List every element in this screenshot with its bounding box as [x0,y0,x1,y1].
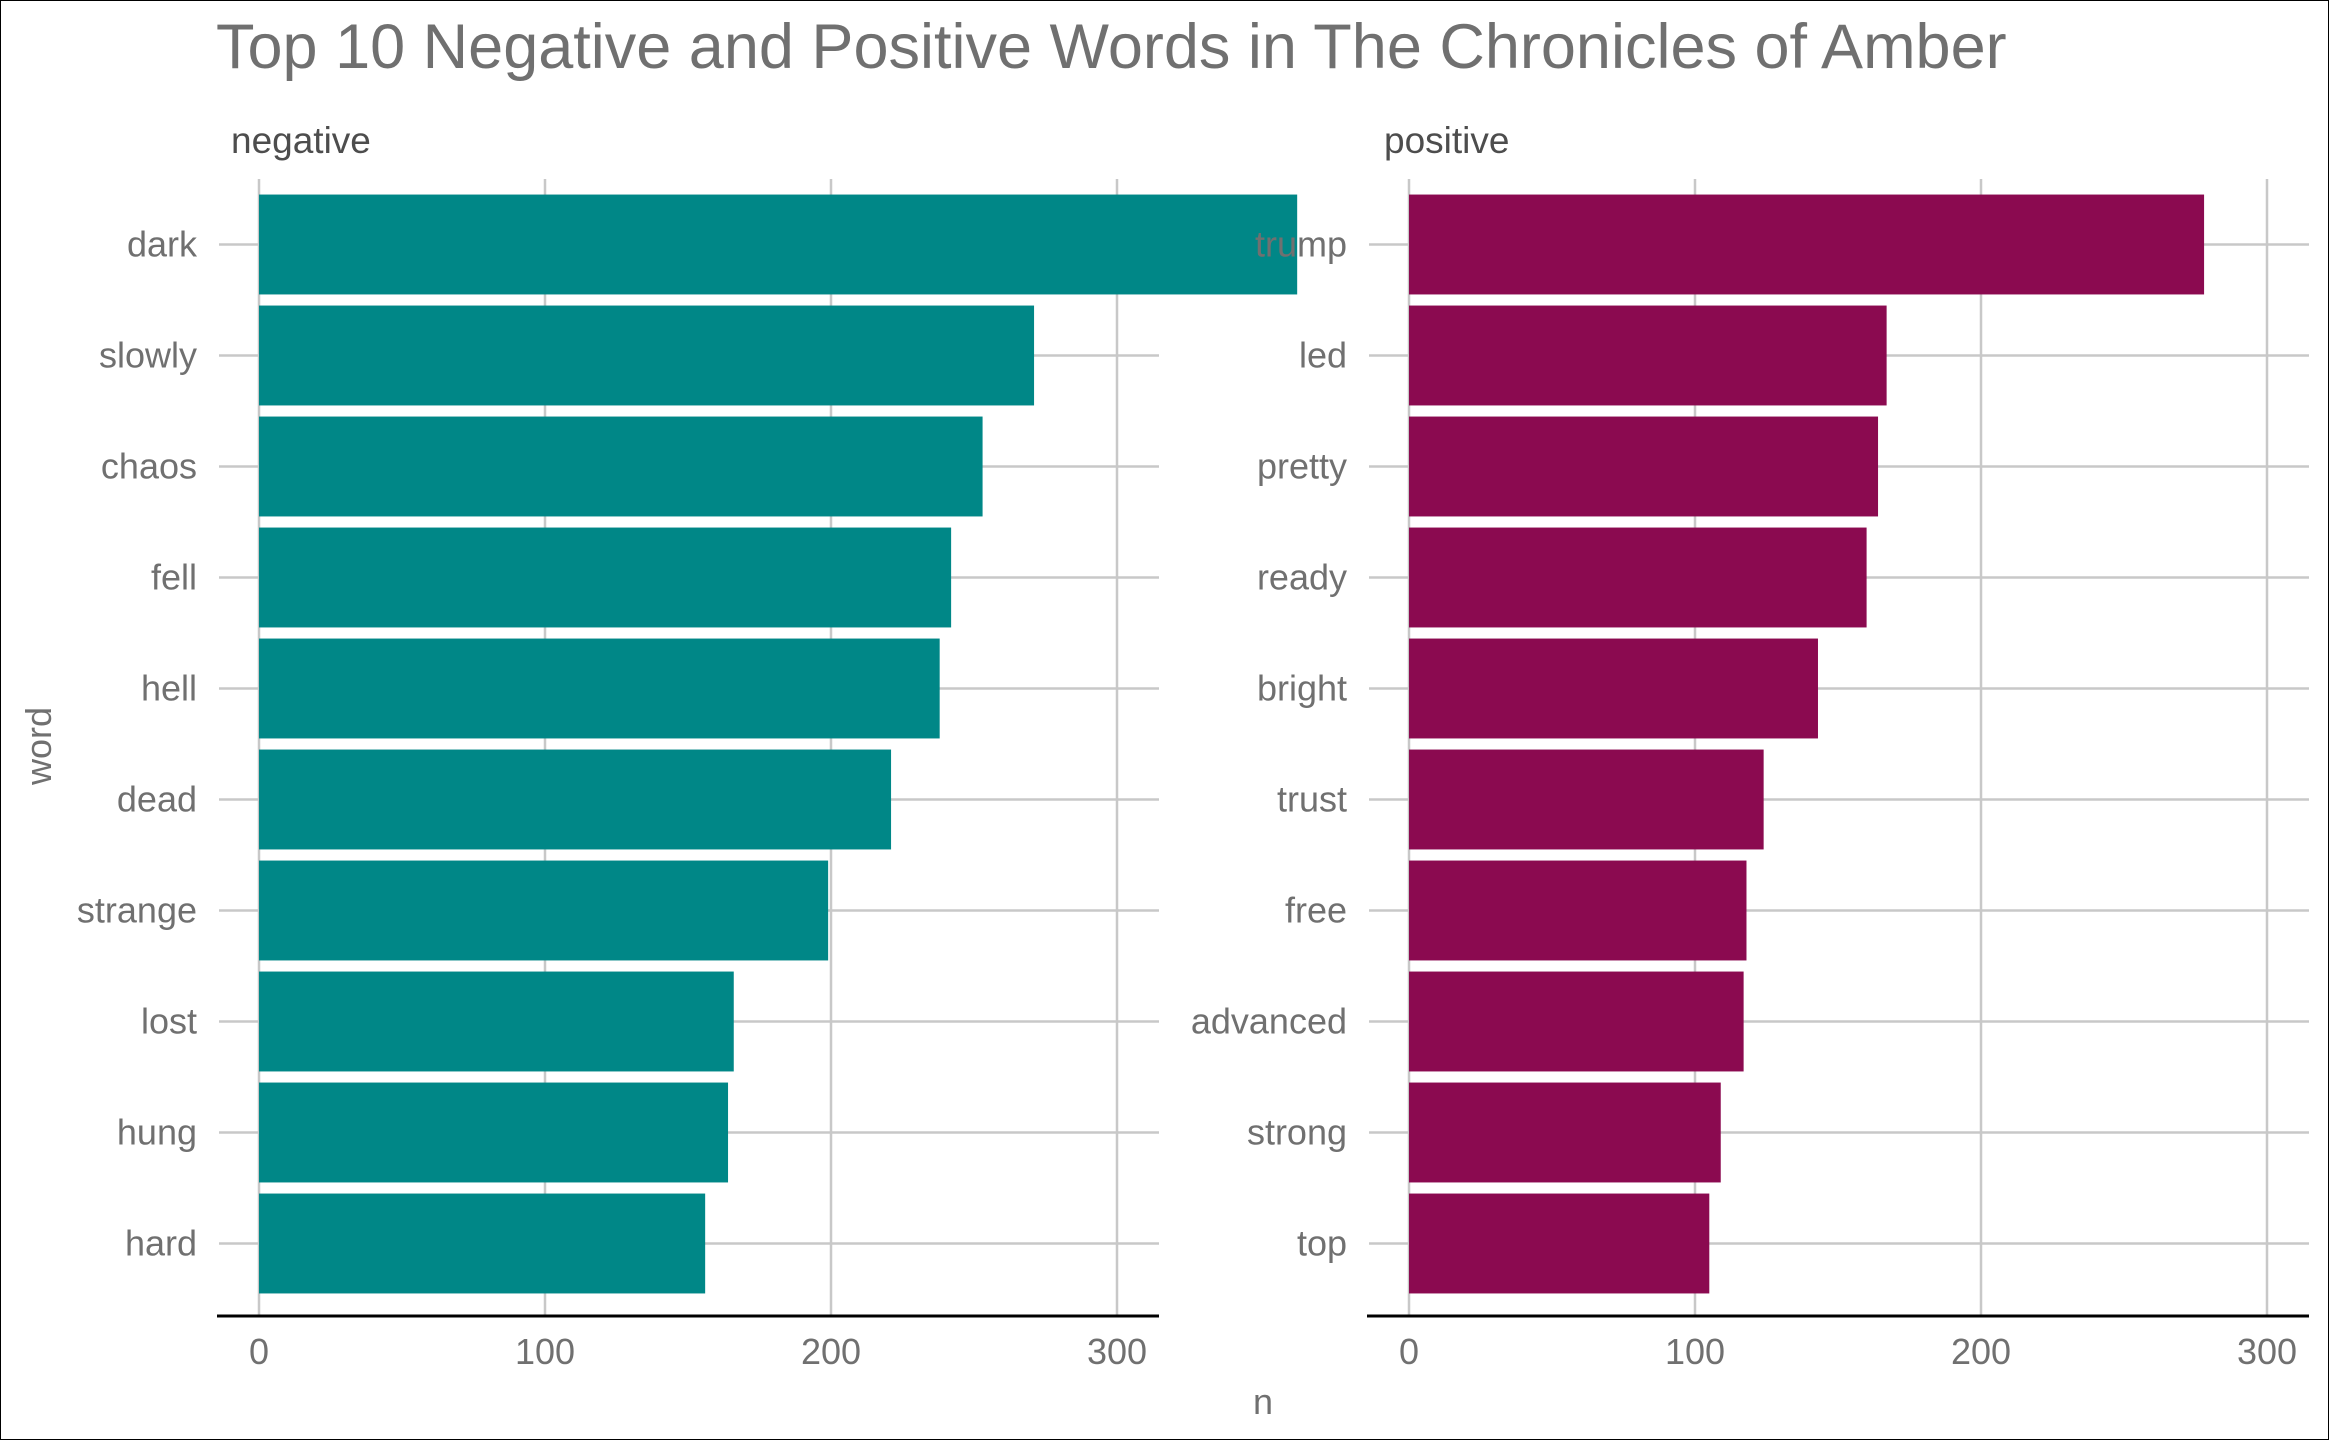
y-tick-label: top [1297,1223,1347,1264]
bar-negative-chaos [259,416,983,517]
bar-positive-pretty [1409,416,1879,517]
y-axis-title: word [18,707,59,786]
facet-label-positive: positive [1384,120,1509,161]
x-tick-label: 100 [1665,1331,1725,1372]
y-tick-label: pretty [1257,446,1347,487]
chart-title: Top 10 Negative and Positive Words in Th… [216,12,2007,82]
x-tick-label: 200 [801,1331,861,1372]
y-tick-label: hell [141,668,197,709]
y-tick-label: strong [1247,1112,1347,1153]
bar-positive-top [1409,1193,1710,1294]
bar-negative-fell [259,527,952,628]
y-tick-label: strange [77,890,197,931]
y-tick-label: chaos [101,446,197,487]
x-tick-label: 100 [515,1331,575,1372]
bar-positive-advanced [1409,971,1744,1072]
facet-label-negative: negative [231,120,371,161]
bar-positive-free [1409,860,1747,961]
x-tick-label: 300 [1087,1331,1147,1372]
y-tick-label: advanced [1191,1001,1347,1042]
y-tick-label: trust [1277,779,1347,820]
y-tick-label: bright [1257,668,1347,709]
bar-negative-hard [259,1193,706,1294]
bar-positive-trust [1409,749,1764,850]
y-tick-label: ready [1257,557,1347,598]
bar-negative-slowly [259,305,1035,406]
x-axis-title: n [1253,1381,1273,1422]
x-tick-label: 0 [1399,1331,1419,1372]
y-tick-label: free [1285,890,1347,931]
x-tick-label: 300 [2237,1331,2297,1372]
y-tick-label: fell [151,557,197,598]
bar-negative-lost [259,971,734,1072]
bar-positive-led [1409,305,1887,406]
facet-panel-positive: positive 0 100 200 300 trump led pretty ready bri… [1191,120,2309,1372]
y-tick-label: hard [125,1223,197,1264]
bar-positive-strong [1409,1082,1721,1183]
y-tick-label: dead [117,779,197,820]
y-tick-label: hung [117,1112,197,1153]
bar-negative-hell [259,638,940,739]
facet-panel-negative: negative 0 100 200 300 dark slowly chaos fell hel… [77,120,1298,1372]
facet-panels: negative 0 100 200 300 dark slowly chaos fell hel… [77,120,2309,1372]
bar-positive-ready [1409,527,1867,628]
x-tick-label: 0 [249,1331,269,1372]
y-tick-label: lost [141,1001,197,1042]
y-tick-label: trump [1255,224,1347,265]
bar-negative-strange [259,860,829,961]
bar-positive-bright [1409,638,1818,739]
bar-positive-trump [1409,194,2205,295]
y-tick-label: slowly [99,335,197,376]
x-tick-label: 200 [1951,1331,2011,1372]
bar-negative-dead [259,749,892,850]
y-tick-label: led [1299,335,1347,376]
bar-negative-dark [259,194,1298,295]
bar-negative-hung [259,1082,729,1183]
y-tick-label: dark [127,224,198,265]
